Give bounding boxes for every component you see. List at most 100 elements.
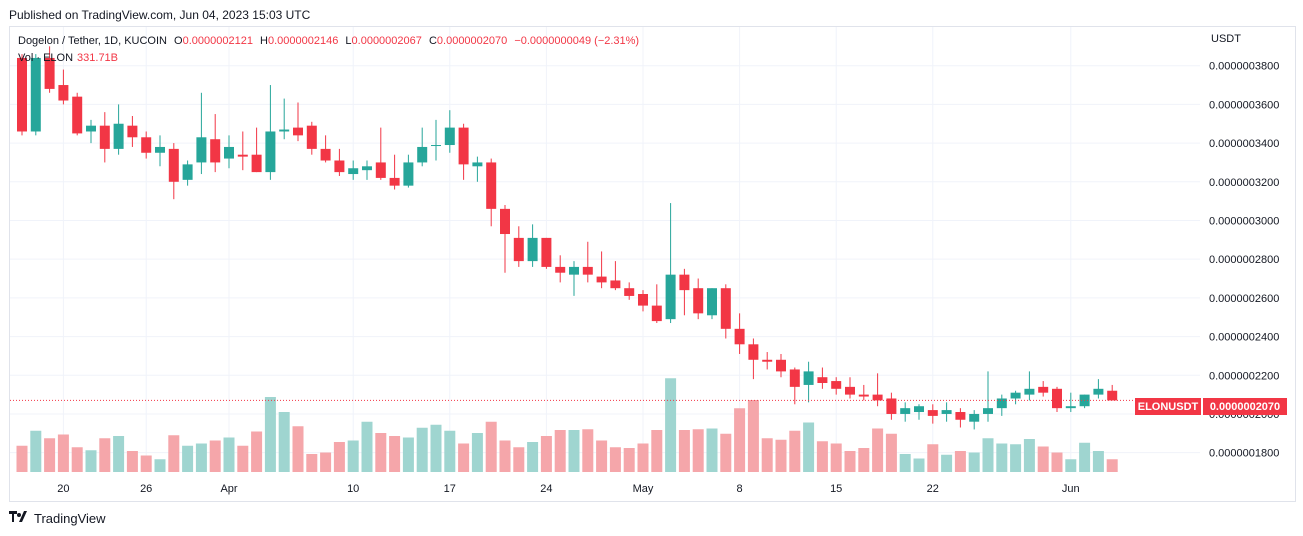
volume-bar (941, 454, 953, 472)
price-tick-label: 0.0000003800 (1209, 61, 1279, 73)
candle-body (707, 288, 717, 316)
last-price-tag[interactable]: ELONUSDT 0.0000002070 (1135, 398, 1287, 415)
time-tick-label: 20 (57, 483, 69, 495)
candle-body (44, 57, 55, 89)
candle (707, 288, 717, 320)
candle-body (845, 386, 855, 395)
candle-body (196, 137, 207, 163)
volume-bar (292, 426, 304, 472)
candle (748, 338, 759, 380)
volume-bar (1065, 459, 1077, 472)
volume-bar (1106, 459, 1118, 472)
candle-body (403, 162, 414, 186)
volume-bar (858, 448, 870, 472)
candle-body (375, 162, 386, 178)
candle-body (113, 123, 124, 149)
volume-bar (168, 435, 180, 472)
candle (458, 123, 469, 180)
candle (155, 135, 165, 167)
candle (527, 224, 538, 267)
volume-bar (182, 445, 194, 472)
volume-bar (954, 451, 966, 472)
candle-body (914, 406, 924, 413)
volume-bar (568, 430, 580, 472)
candle-body (927, 410, 938, 416)
volume-bar (844, 451, 856, 472)
last-price-symbol: ELONUSDT (1138, 401, 1199, 413)
candle-body (762, 359, 773, 362)
candle (348, 160, 359, 180)
close-value: 0.0000002070 (436, 35, 508, 47)
volume-bar (734, 408, 746, 472)
candle (845, 377, 855, 399)
candle (279, 98, 290, 140)
time-tick-label: May (633, 483, 654, 495)
candle (983, 371, 993, 422)
candle (500, 205, 510, 273)
volume-bar (527, 442, 539, 472)
price-tick-label: 0.0000002400 (1209, 332, 1279, 344)
candle (182, 160, 193, 186)
candle-body (279, 129, 290, 132)
candle (858, 384, 869, 401)
candle-body (58, 85, 69, 101)
volume-bar (278, 412, 290, 472)
candle (403, 154, 414, 188)
candle (417, 127, 428, 167)
candle-body (99, 125, 110, 149)
candle-body (610, 280, 621, 289)
footer[interactable]: TradingView (9, 511, 106, 526)
candle (817, 367, 828, 389)
published-caption: Published on TradingView.com, Jun 04, 20… (9, 8, 311, 22)
candle-body (969, 413, 980, 422)
candle (265, 85, 276, 180)
volume-bar (623, 448, 635, 472)
candle-body (210, 139, 221, 163)
candle (914, 404, 924, 420)
candle (86, 119, 96, 144)
time-tick-label: 22 (927, 483, 939, 495)
price-tick-label: 0.0000003400 (1209, 138, 1279, 150)
volume-legend: Vol · ELON 331.71B (18, 52, 118, 64)
candle-body (72, 96, 83, 134)
time-tick-label: 10 (347, 483, 359, 495)
volume-bar (44, 438, 56, 472)
volume-bar (71, 447, 83, 472)
candle (1065, 392, 1076, 413)
volume-bar (264, 397, 276, 472)
high-label: H (260, 35, 268, 47)
volume-bar (927, 444, 939, 472)
volume-bar (513, 447, 525, 472)
volume-bar (458, 443, 470, 472)
candle-body (431, 145, 441, 147)
candle-body (513, 237, 524, 262)
time-tick-label: 8 (737, 483, 743, 495)
volume-bar (996, 443, 1008, 472)
candle (624, 282, 635, 300)
tradingview-logo-icon (9, 511, 29, 526)
candle-body (651, 305, 662, 322)
volume-bar (361, 421, 373, 472)
brand-name: TradingView (34, 511, 106, 526)
open-label: O (174, 35, 183, 47)
volume-bar (402, 437, 414, 472)
volume-bar (471, 433, 483, 472)
volume-bar (665, 378, 677, 472)
candle (1038, 381, 1049, 397)
time-tick-label: 24 (540, 483, 552, 495)
ohlc-legend: Dogelon / Tether, 1D, KUCOIN O0.00000021… (18, 35, 639, 47)
time-tick-label: 15 (830, 483, 842, 495)
candle-body (527, 237, 538, 262)
candle (582, 241, 593, 283)
volume-bar (651, 430, 663, 472)
candle (762, 352, 773, 370)
candle-body (168, 148, 179, 182)
time-tick-label: Apr (220, 483, 237, 495)
candle (734, 313, 745, 354)
candle-body (224, 146, 234, 159)
candle-body (789, 369, 800, 387)
candle (141, 131, 152, 159)
candle (596, 251, 607, 289)
candle (665, 203, 676, 324)
